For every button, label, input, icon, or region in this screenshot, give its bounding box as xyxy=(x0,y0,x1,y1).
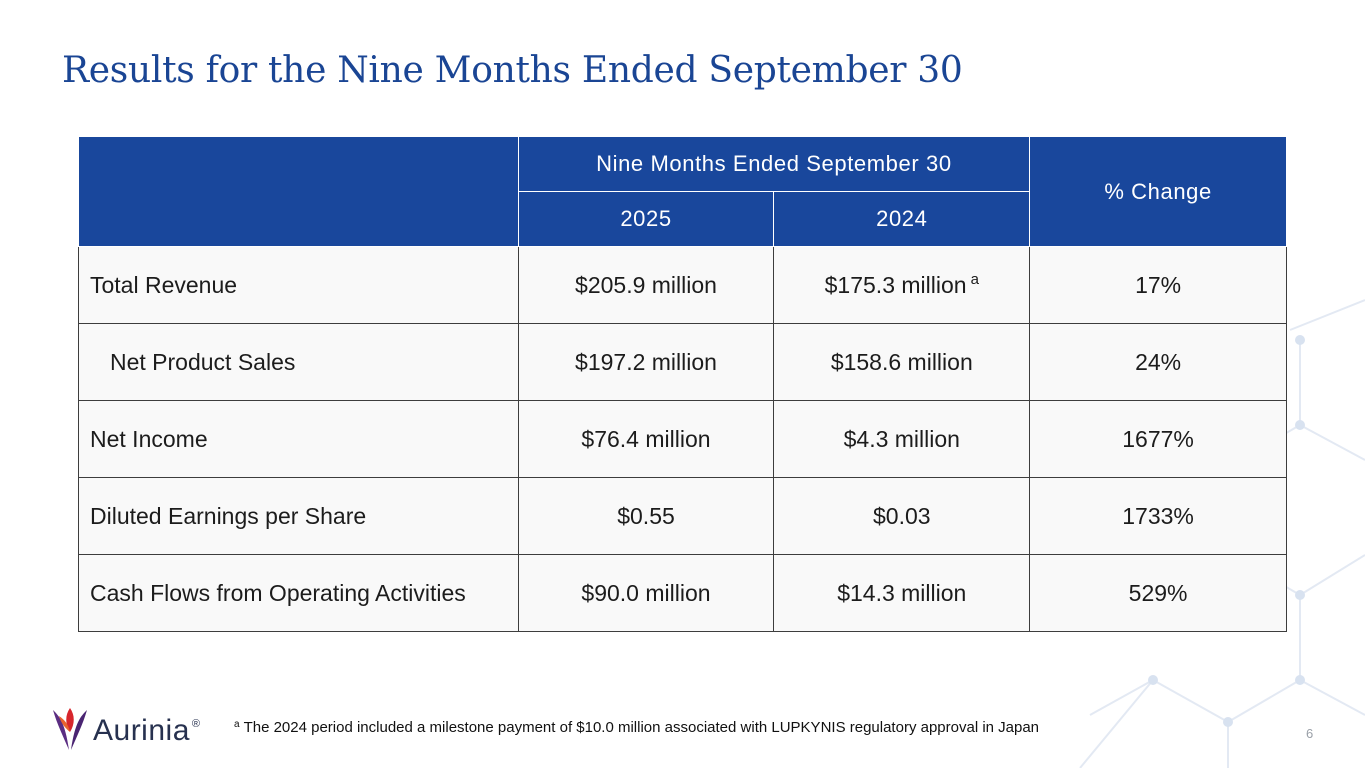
row-percent-change: 17% xyxy=(1029,246,1287,324)
footnote-marker: a xyxy=(234,719,240,730)
header-metric-blank xyxy=(78,136,519,247)
row-value-2024: $4.3 million xyxy=(773,400,1031,478)
table-row: Total Revenue $205.9 million $175.3 mill… xyxy=(78,246,1287,324)
row-metric-label: Net Product Sales xyxy=(78,323,519,401)
footnote: a The 2024 period included a milestone pa… xyxy=(234,719,1039,736)
header-row-group: Nine Months Ended September 30 % Change xyxy=(78,136,1287,247)
row-metric-label: Total Revenue xyxy=(78,246,519,324)
row-percent-change: 1733% xyxy=(1029,477,1287,555)
page-title: Results for the Nine Months Ended Septem… xyxy=(62,50,963,91)
header-year-2024: 2024 xyxy=(773,191,1031,247)
row-metric-label: Net Income xyxy=(78,400,519,478)
registered-mark: ® xyxy=(191,718,200,730)
row-value-2024-text: $175.3 million xyxy=(824,272,967,298)
row-value-2025: $197.2 million xyxy=(517,323,775,401)
row-percent-change: 1677% xyxy=(1029,400,1287,478)
table-row: Diluted Earnings per Share $0.55 $0.03 1… xyxy=(78,477,1287,555)
header-year-2025: 2025 xyxy=(517,191,775,247)
header-period-group: Nine Months Ended September 30 xyxy=(517,136,1031,192)
row-value-2025: $76.4 million xyxy=(517,400,775,478)
row-value-2025: $90.0 million xyxy=(517,554,775,632)
footnote-text: The 2024 period included a milestone pay… xyxy=(243,719,1040,736)
row-percent-change: 529% xyxy=(1029,554,1287,632)
row-percent-change: 24% xyxy=(1029,323,1287,401)
footnote-reference: a xyxy=(970,271,979,288)
row-metric-label: Cash Flows from Operating Activities xyxy=(78,554,519,632)
row-value-2024: $14.3 million xyxy=(773,554,1031,632)
row-metric-label: Diluted Earnings per Share xyxy=(78,477,519,555)
header-percent-change: % Change xyxy=(1029,136,1287,247)
table-row: Cash Flows from Operating Activities $90… xyxy=(78,554,1287,632)
row-value-2024: $158.6 million xyxy=(773,323,1031,401)
row-value-2024: $0.03 xyxy=(773,477,1031,555)
logo-wordmark: Aurinia xyxy=(93,714,190,747)
aurinia-mark-icon xyxy=(53,708,87,750)
table-row: Net Income $76.4 million $4.3 million 16… xyxy=(78,400,1287,478)
page-number: 6 xyxy=(1306,726,1314,741)
row-value-2024: $175.3 million a xyxy=(773,246,1031,324)
table-row: Net Product Sales $197.2 million $158.6 … xyxy=(78,323,1287,401)
row-value-2025: $0.55 xyxy=(517,477,775,555)
aurinia-logo: Aurinia ® xyxy=(51,706,200,752)
row-value-2025: $205.9 million xyxy=(517,246,775,324)
results-table: Nine Months Ended September 30 % Change … xyxy=(78,136,1287,632)
header-row-years: 2025 2024 xyxy=(79,191,1287,247)
